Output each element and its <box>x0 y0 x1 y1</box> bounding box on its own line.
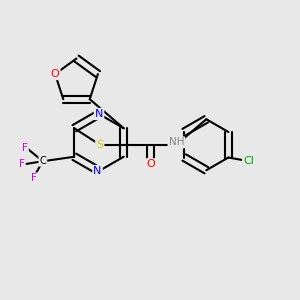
Text: F: F <box>31 173 37 183</box>
Text: N: N <box>93 166 102 176</box>
Text: Cl: Cl <box>243 155 254 166</box>
Text: S: S <box>96 140 103 150</box>
Text: O: O <box>146 159 155 169</box>
Text: O: O <box>51 69 59 79</box>
Text: C: C <box>39 156 46 166</box>
Text: N: N <box>95 109 103 119</box>
Text: F: F <box>22 143 28 153</box>
Text: NH: NH <box>169 137 184 147</box>
Text: F: F <box>19 159 25 169</box>
